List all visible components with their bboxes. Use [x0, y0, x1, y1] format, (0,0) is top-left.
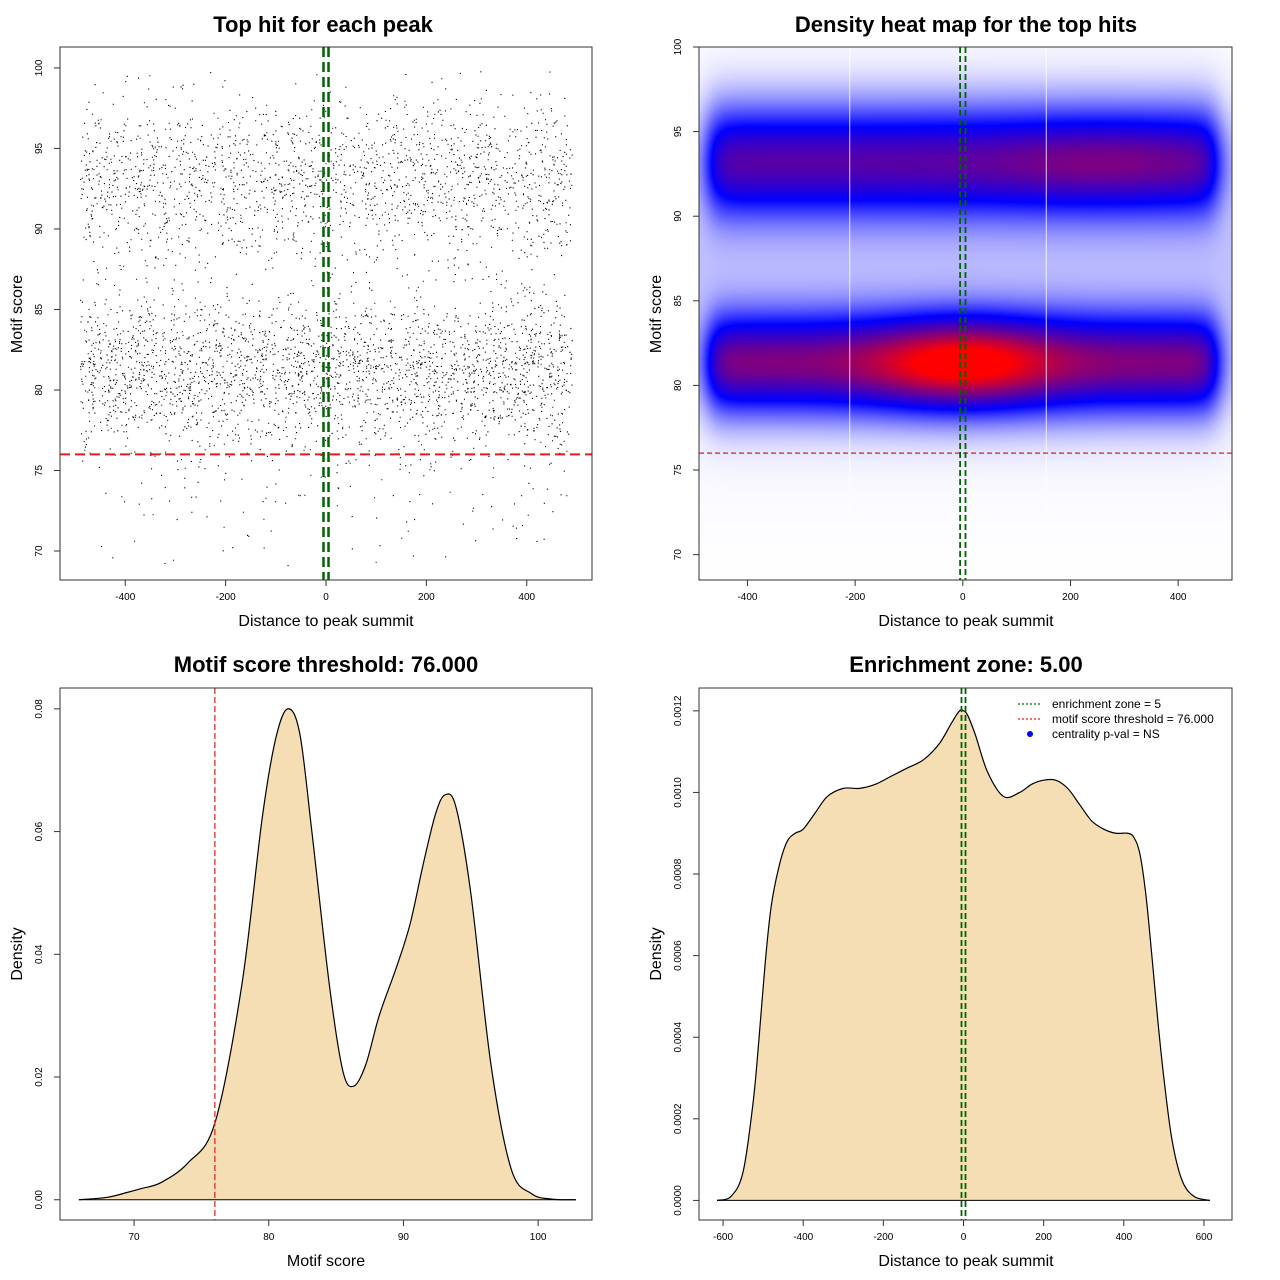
x-tick-label: -200 [873, 1232, 893, 1243]
score-density-title: Motif score threshold: 76.000 [174, 652, 478, 677]
scatter-point-cloud [80, 71, 573, 567]
x-tick-label: 400 [518, 592, 535, 603]
y-tick-label: 80 [673, 379, 684, 391]
y-tick-label: 0.02 [34, 1067, 45, 1087]
distance-density-x-axis: -600 -400 -200 0 200 400 600 [713, 1220, 1213, 1243]
y-tick-label: 70 [34, 545, 45, 557]
y-tick-label: 100 [673, 38, 684, 55]
y-tick-label: 0.04 [34, 944, 45, 964]
y-tick-label: 80 [34, 384, 45, 396]
density-fill [78, 708, 576, 1200]
y-tick-label: 0.0006 [673, 940, 684, 971]
x-tick-label: 0 [960, 592, 966, 603]
x-tick-label: 0 [961, 1232, 967, 1243]
x-tick-label: 90 [398, 1232, 410, 1243]
distance-density-y-axis: 0.0000 0.0002 0.0004 0.0006 0.0008 0.0010 0.00… [673, 695, 699, 1216]
y-tick-label: 75 [673, 464, 684, 476]
legend-threshold-label: motif score threshold = 76.000 [1052, 712, 1214, 726]
scatter-points [80, 71, 573, 567]
y-tick-label: 85 [673, 295, 684, 307]
x-tick-label: 80 [263, 1232, 275, 1243]
y-tick-label: 70 [673, 549, 684, 561]
scatter-x-axis: -400 -200 0 200 400 [115, 580, 536, 603]
score-density-y-label: Density [9, 927, 26, 980]
x-tick-label: 200 [418, 592, 435, 603]
density-curve [716, 709, 1211, 1202]
legend-centrality-dot [1027, 731, 1033, 737]
score-density-plot [78, 688, 576, 1220]
y-tick-label: 0.0008 [673, 858, 684, 889]
distance-density-y-label: Density [648, 927, 665, 980]
density-fill [717, 709, 1210, 1201]
score-density-panel: Motif score threshold: 76.000 70 80 90 100 … [9, 652, 593, 1270]
heatmap-y-axis: 70 75 80 85 90 95 100 [673, 38, 699, 560]
scatter-plot-frame [59, 46, 593, 581]
heatmap-reference-lines [699, 47, 1232, 580]
scatter-panel: Top hit for each peak -400 -200 0 200 400 70… [9, 12, 593, 630]
heatmap-x-axis: -400 -200 0 200 400 [737, 580, 1187, 603]
scatter-reference-lines [60, 47, 592, 580]
x-tick-label: -400 [737, 592, 757, 603]
score-density-x-axis: 70 80 90 100 [129, 1220, 547, 1243]
x-tick-label: 70 [129, 1232, 141, 1243]
x-tick-label: 200 [1035, 1232, 1052, 1243]
x-tick-label: -400 [115, 592, 135, 603]
distance-density-x-label: Distance to peak summit [878, 1253, 1054, 1270]
y-tick-label: 85 [34, 303, 45, 315]
y-tick-label: 0.0012 [673, 695, 684, 726]
x-tick-label: 100 [530, 1232, 547, 1243]
score-density-y-axis: 0.00 0.02 0.04 0.06 0.08 [34, 699, 60, 1210]
legend-centrality-label: centrality p-val = NS [1052, 727, 1160, 741]
heatmap-title: Density heat map for the top hits [795, 12, 1137, 37]
y-tick-label: 0.08 [34, 699, 45, 719]
y-tick-label: 75 [34, 465, 45, 477]
y-tick-label: 0.0010 [673, 777, 684, 808]
legend-zone-label: enrichment zone = 5 [1052, 697, 1161, 711]
score-density-x-label: Motif score [287, 1253, 365, 1270]
heatmap-y-label: Motif score [648, 275, 665, 353]
y-tick-label: 0.00 [34, 1190, 45, 1210]
heatmap-panel: Density heat map for the top hits -400 -2… [648, 12, 1233, 630]
scatter-x-label: Distance to peak summit [238, 613, 414, 630]
x-tick-label: -400 [793, 1232, 813, 1243]
scatter-title: Top hit for each peak [213, 12, 433, 37]
density-curve [78, 708, 576, 1201]
y-tick-label: 90 [673, 210, 684, 222]
distance-density-plot [716, 688, 1211, 1220]
distance-density-plot-frame [698, 687, 1233, 1221]
y-tick-label: 0.0002 [673, 1103, 684, 1134]
distance-density-panel: Enrichment zone: 5.00 -600 -400 -200 0 200 40… [648, 652, 1233, 1270]
y-tick-label: 90 [34, 223, 45, 235]
heatmap-x-label: Distance to peak summit [878, 613, 1054, 630]
x-tick-label: 400 [1115, 1232, 1132, 1243]
x-tick-label: 400 [1170, 592, 1187, 603]
x-tick-label: 600 [1196, 1232, 1213, 1243]
y-tick-label: 0.06 [34, 821, 45, 841]
x-tick-label: -200 [845, 592, 865, 603]
heatmap-plot-frame [698, 46, 1233, 581]
x-tick-label: 0 [323, 592, 329, 603]
y-tick-label: 0.0004 [673, 1021, 684, 1052]
x-tick-label: -200 [216, 592, 236, 603]
distance-density-title: Enrichment zone: 5.00 [849, 652, 1083, 677]
y-tick-label: 95 [673, 126, 684, 138]
scatter-y-axis: 70 75 80 85 90 95 100 [34, 59, 60, 557]
y-tick-label: 95 [34, 142, 45, 154]
x-tick-label: -600 [713, 1232, 733, 1243]
scatter-y-label: Motif score [9, 275, 26, 353]
y-tick-label: 0.0000 [673, 1185, 684, 1216]
x-tick-label: 200 [1062, 592, 1079, 603]
y-tick-label: 100 [34, 59, 45, 76]
legend: enrichment zone = 5 motif score threshol… [1018, 697, 1214, 741]
